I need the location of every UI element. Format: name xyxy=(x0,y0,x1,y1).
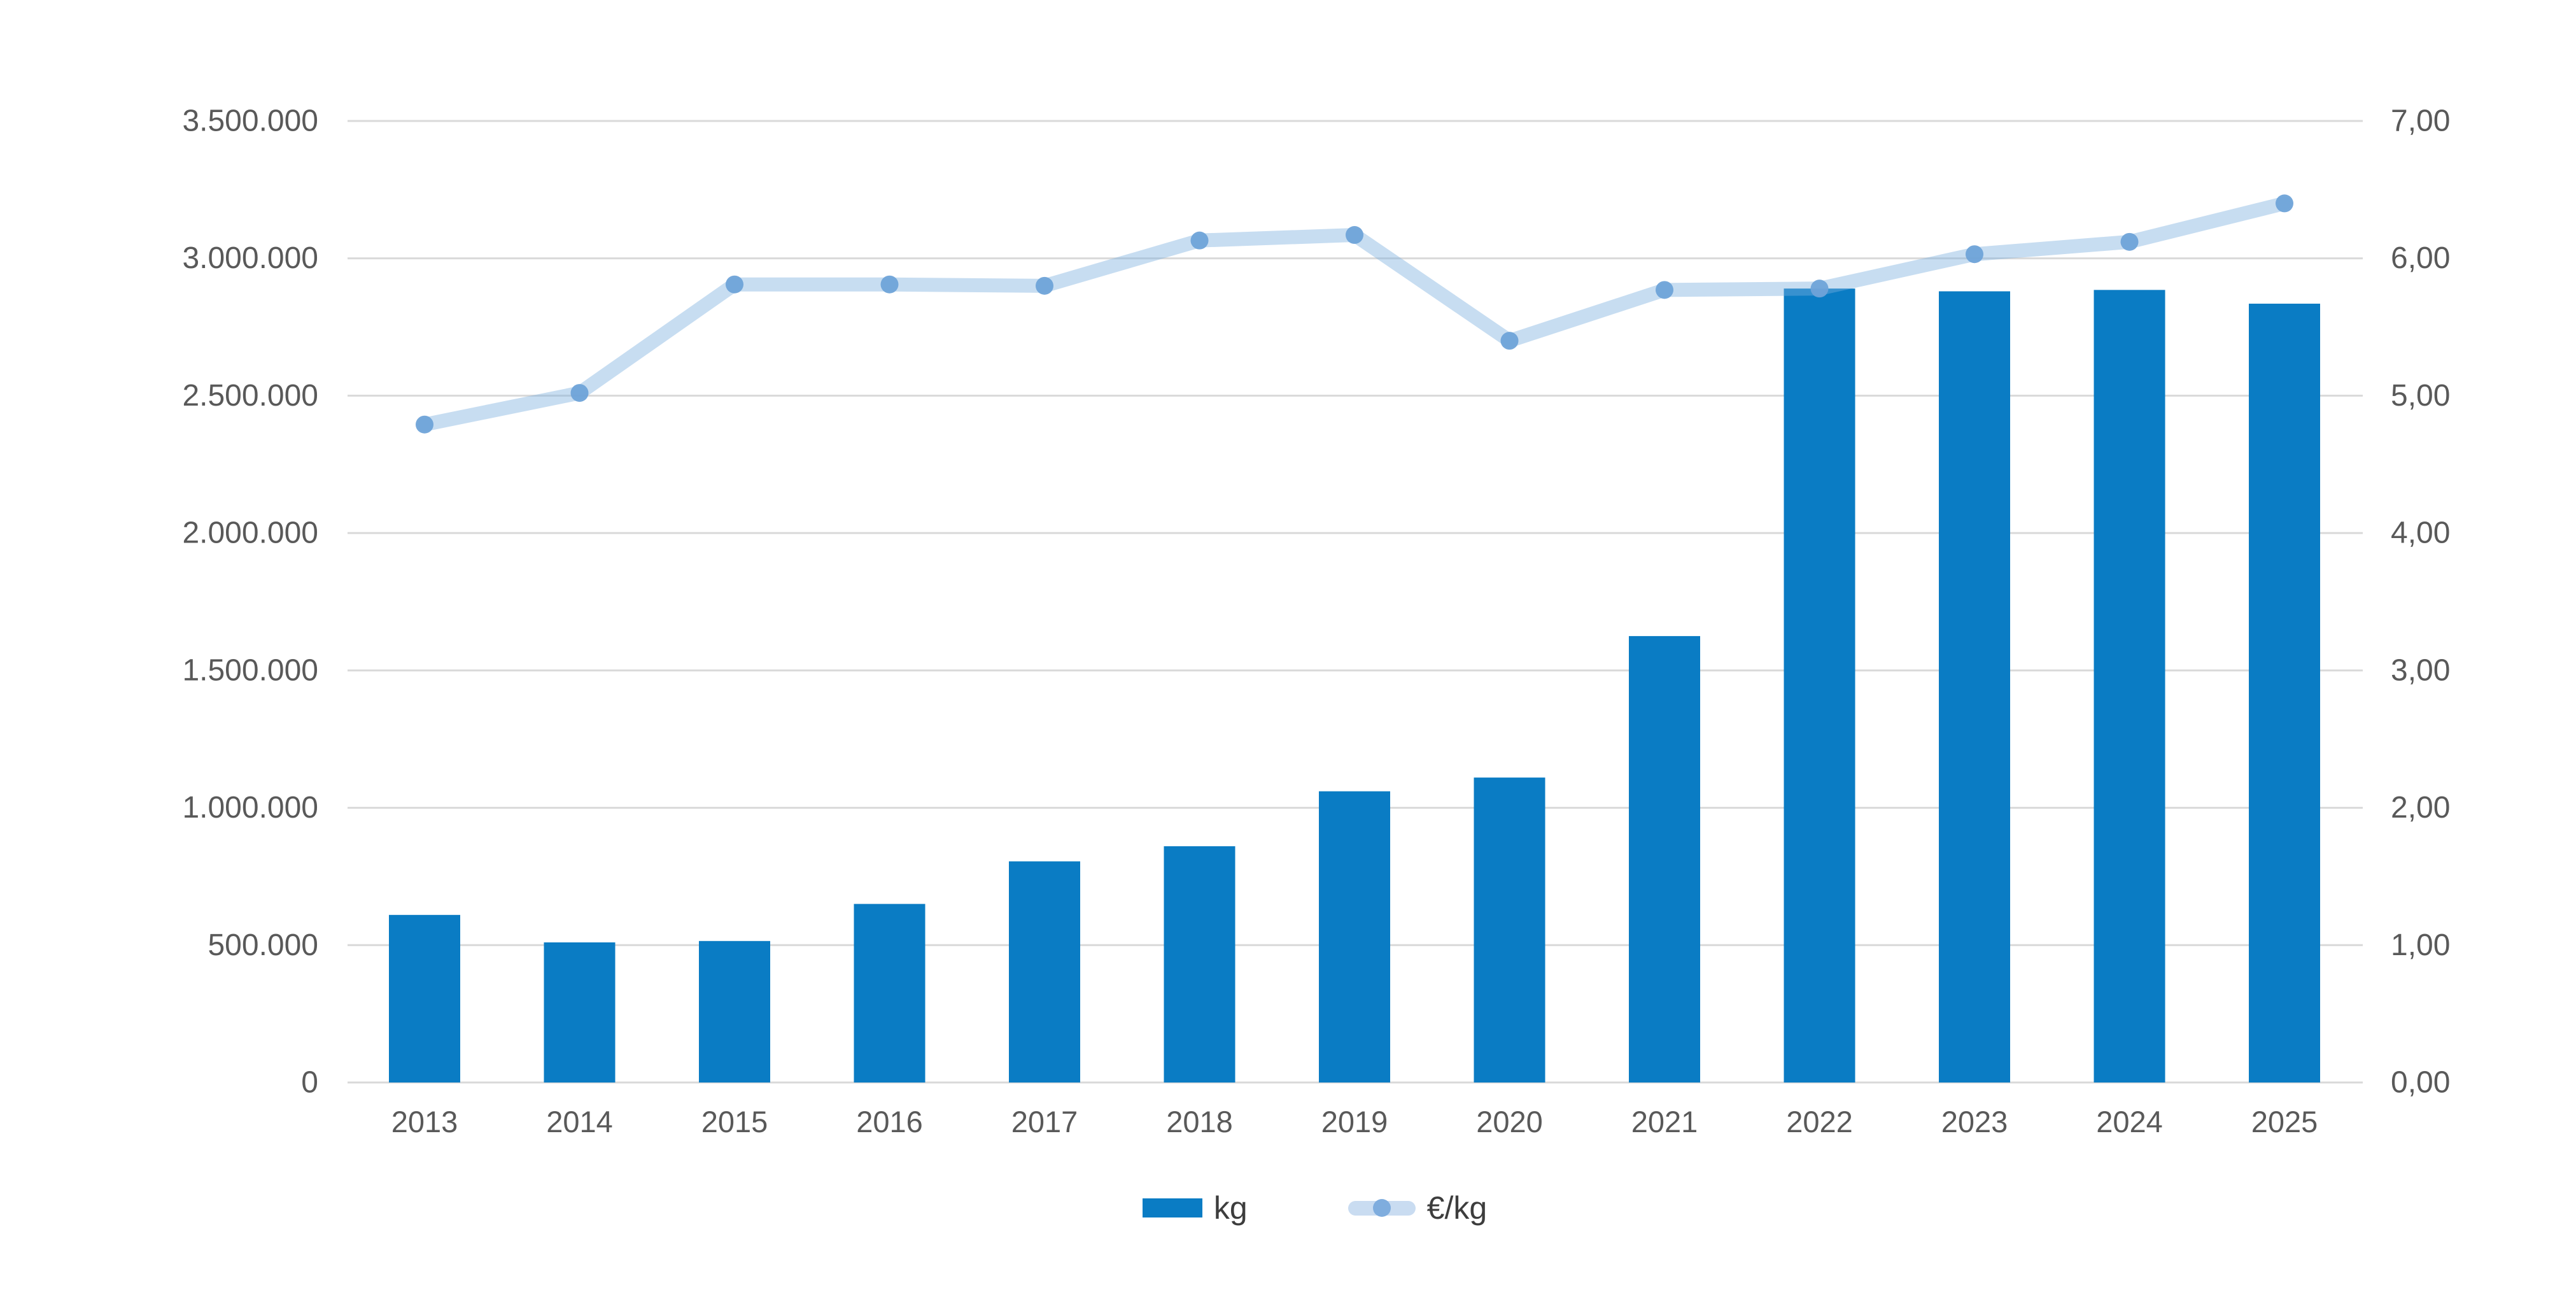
bar-2017[interactable] xyxy=(1009,861,1080,1082)
bar-2023[interactable] xyxy=(1939,291,2010,1082)
y-axis-right-tick-label: 1,00 xyxy=(2391,928,2450,962)
y-axis-right-tick-label: 5,00 xyxy=(2391,379,2450,413)
dot-2024[interactable] xyxy=(2120,232,2139,251)
legend-label-eur-per-kg: €/kg xyxy=(1426,1190,1488,1226)
legend: kg €/kg xyxy=(27,1192,2576,1224)
dot-2015[interactable] xyxy=(726,275,743,294)
bar-2024[interactable] xyxy=(2094,290,2165,1082)
y-axis-right-tick-label: 0,00 xyxy=(2391,1066,2450,1100)
y-axis-left-tick-label: 1.500.000 xyxy=(182,653,318,687)
dot-2022[interactable] xyxy=(1810,280,1829,298)
y-axis-left-tick-label: 3.500.000 xyxy=(182,104,318,138)
y-axis-left-tick-label: 1.000.000 xyxy=(182,791,318,825)
y-axis-right-tick-label: 2,00 xyxy=(2391,791,2450,825)
y-axis-right-tick-label: 7,00 xyxy=(2391,104,2450,138)
y-axis-left-tick-label: 0 xyxy=(301,1066,318,1100)
x-tick-label-2017: 2017 xyxy=(1011,1105,1078,1139)
dot-2025[interactable] xyxy=(2276,194,2293,213)
x-tick-label-2015: 2015 xyxy=(701,1105,768,1139)
x-tick-label-2013: 2013 xyxy=(391,1105,458,1139)
dot-2020[interactable] xyxy=(1500,332,1519,350)
eur-per-kg-dot-icon xyxy=(1372,1199,1391,1217)
dot-2018[interactable] xyxy=(1190,231,1209,250)
bar-2014[interactable] xyxy=(544,942,616,1082)
dot-2013[interactable] xyxy=(416,415,433,434)
bar-2020[interactable] xyxy=(1474,777,1545,1082)
x-tick-label-2023: 2023 xyxy=(1941,1105,2008,1139)
bar-2021[interactable] xyxy=(1629,635,1700,1082)
kg-bar-swatch xyxy=(1142,1198,1202,1217)
x-tick-label-2021: 2021 xyxy=(1631,1105,1698,1139)
x-tick-label-2019: 2019 xyxy=(1321,1105,1388,1139)
bar-2025[interactable] xyxy=(2249,303,2320,1082)
x-tick-label-2014: 2014 xyxy=(546,1105,613,1139)
eur-per-kg-line-swatch xyxy=(1348,1199,1416,1217)
dot-2021[interactable] xyxy=(1656,281,1673,299)
legend-item-kg[interactable]: kg xyxy=(1142,1190,1248,1226)
y-axis-right-tick-label: 3,00 xyxy=(2391,653,2450,687)
bar-2013[interactable] xyxy=(389,914,460,1082)
x-tick-label-2018: 2018 xyxy=(1166,1105,1233,1139)
dot-2016[interactable] xyxy=(880,275,899,294)
y-axis-right-tick-label: 6,00 xyxy=(2391,241,2450,275)
bar-2016[interactable] xyxy=(854,904,926,1082)
dot-2023[interactable] xyxy=(1966,245,1983,264)
bar-2018[interactable] xyxy=(1164,846,1235,1082)
y-axis-left-tick-label: 2.500.000 xyxy=(182,379,318,413)
bar-2015[interactable] xyxy=(699,940,770,1082)
x-tick-label-2022: 2022 xyxy=(1786,1105,1853,1139)
dot-2019[interactable] xyxy=(1346,226,1363,245)
y-axis-left-tick-label: 500.000 xyxy=(208,928,318,962)
dot-2017[interactable] xyxy=(1036,276,1053,295)
bar-2019[interactable] xyxy=(1319,791,1390,1082)
legend-label-kg: kg xyxy=(1213,1190,1248,1226)
y-axis-left-tick-label: 3.000.000 xyxy=(182,241,318,275)
dot-2014[interactable] xyxy=(570,384,589,402)
y-axis-right-tick-label: 4,00 xyxy=(2391,516,2450,550)
x-tick-label-2025: 2025 xyxy=(2251,1105,2318,1139)
bar-2022[interactable] xyxy=(1784,288,1855,1083)
legend-item-eur-per-kg[interactable]: €/kg xyxy=(1348,1190,1488,1226)
y-axis-left-tick-label: 2.000.000 xyxy=(182,516,318,550)
x-tick-label-2016: 2016 xyxy=(856,1105,923,1139)
x-tick-label-2024: 2024 xyxy=(2096,1105,2163,1139)
x-tick-label-2020: 2020 xyxy=(1476,1105,1543,1139)
